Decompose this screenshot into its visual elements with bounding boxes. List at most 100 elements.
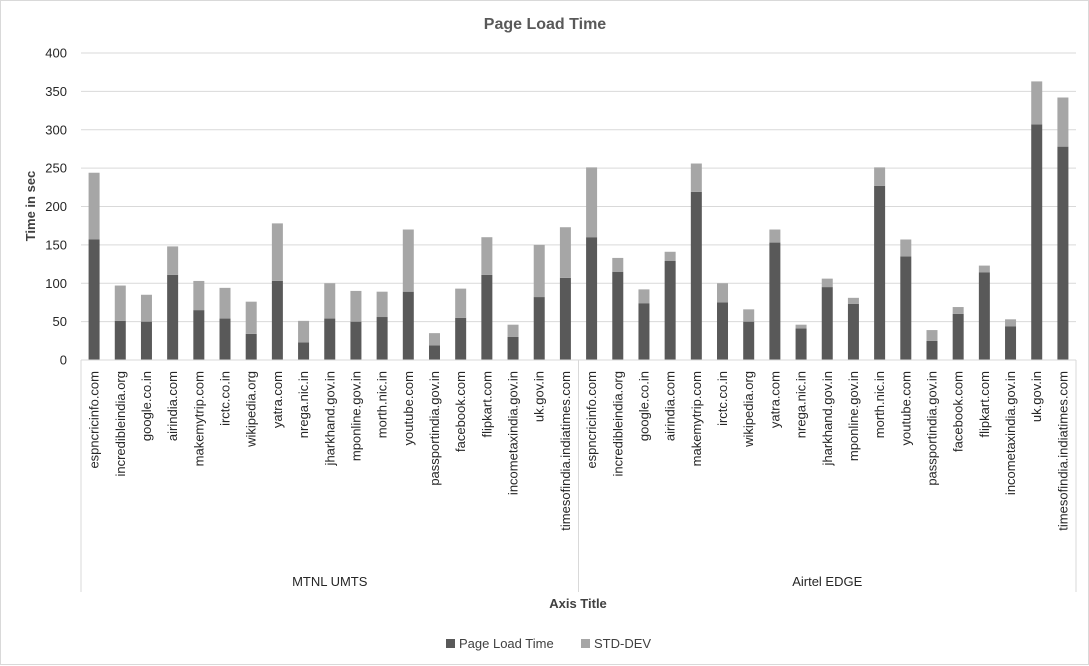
bar-std-dev: [167, 246, 179, 275]
x-tick-label: incredibleindia.org: [113, 371, 128, 477]
y-tick-label: 150: [45, 237, 67, 252]
x-tick-label: yatra.com: [270, 371, 285, 428]
x-axis: espncricinfo.com incredibleindia.org googl…: [80, 359, 1077, 592]
x-tick-label: wikipedia.org: [741, 371, 756, 448]
bar-std-dev: [507, 324, 519, 337]
x-tick-label: espncricinfo.com: [584, 371, 599, 469]
bar-page-load-time: [428, 345, 440, 360]
bar-page-load-time: [874, 185, 886, 360]
bar-std-dev: [1057, 97, 1069, 147]
x-tick-label: flipkart.com: [479, 371, 494, 437]
bar-std-dev: [559, 227, 571, 278]
bar-page-load-time: [795, 328, 807, 360]
bar-page-load-time: [821, 287, 833, 360]
x-tick-label: uk.gov.in: [532, 371, 547, 422]
bar-std-dev: [140, 294, 152, 322]
bar-std-dev: [874, 167, 886, 186]
x-tick-label: passportindia.gov.in: [427, 371, 442, 486]
y-tick-label: 250: [45, 161, 67, 176]
bar-std-dev: [638, 289, 650, 304]
bar-page-load-time: [507, 336, 519, 360]
bar-page-load-time: [1057, 146, 1069, 360]
bar-page-load-time: [1005, 326, 1017, 360]
y-axis-ticks: 0 50 100 150 200 250 300 350 400: [45, 46, 67, 368]
x-tick-label: wikipedia.org: [244, 371, 259, 448]
bar-std-dev: [978, 265, 990, 273]
legend-label: Page Load Time: [459, 636, 554, 651]
bar-std-dev: [612, 257, 624, 272]
x-tick-label: google.co.in: [139, 371, 154, 441]
x-tick-label: passportindia.gov.in: [924, 371, 939, 486]
y-tick-label: 0: [60, 353, 67, 368]
bar-std-dev: [769, 229, 781, 243]
y-tick-label: 350: [45, 84, 67, 99]
x-tick-label: nrega.nic.in: [296, 371, 311, 438]
bar-page-load-time: [481, 274, 493, 360]
bar-std-dev: [193, 280, 205, 311]
bar-std-dev: [690, 163, 702, 192]
bar-std-dev: [271, 223, 283, 281]
x-tick-label: morth.nic.in: [375, 371, 390, 438]
bar-page-load-time: [743, 321, 755, 361]
x-tick-label: mponline.gov.in: [846, 371, 861, 461]
bar-std-dev: [900, 239, 912, 257]
bar-std-dev: [1031, 81, 1043, 125]
bar-page-load-time: [586, 237, 598, 360]
x-tick-label: timesofindia.indiatimes.com: [558, 371, 573, 531]
group-label: Airtel EDGE: [792, 574, 862, 589]
bar-page-load-time: [638, 303, 650, 360]
bar-std-dev: [376, 291, 388, 318]
x-tick-label: incometaxindia.gov.in: [506, 371, 521, 495]
bar-std-dev: [219, 287, 231, 319]
bar-page-load-time: [1031, 124, 1043, 360]
bar-page-load-time: [402, 291, 414, 360]
bar-std-dev: [717, 283, 729, 303]
bar-page-load-time: [559, 277, 571, 360]
gridlines: [81, 52, 1076, 323]
bar-page-load-time: [193, 310, 205, 360]
bar-page-load-time: [952, 313, 964, 360]
y-tick-label: 200: [45, 199, 67, 214]
bar-std-dev: [428, 333, 440, 346]
x-tick-label: uk.gov.in: [1029, 371, 1044, 422]
x-tick-label: airindia.com: [663, 371, 678, 441]
x-tick-label: youtube.com: [401, 371, 416, 445]
bar-std-dev: [402, 229, 414, 292]
x-tick-label: espncricinfo.com: [87, 371, 102, 469]
bar-std-dev: [88, 172, 100, 240]
bar-page-load-time: [245, 333, 257, 360]
x-tick-label: incometaxindia.gov.in: [1003, 371, 1018, 495]
y-tick-label: 100: [45, 276, 67, 291]
x-tick-label: airindia.com: [165, 371, 180, 441]
bar-std-dev: [586, 167, 598, 238]
group-label: MTNL UMTS: [292, 574, 368, 589]
bar-std-dev: [743, 309, 755, 322]
x-tick-label: facebook.com: [453, 371, 468, 452]
x-tick-label: jharkhand.gov.in: [820, 371, 835, 466]
bar-page-load-time: [167, 274, 179, 360]
bar-page-load-time: [690, 191, 702, 360]
bar-std-dev: [847, 297, 859, 304]
y-axis-title: Time in sec: [23, 171, 38, 242]
legend-swatch: [446, 639, 455, 648]
bar-page-load-time: [900, 256, 912, 360]
x-tick-label: makemytrip.com: [191, 371, 206, 466]
bar-std-dev: [324, 283, 336, 319]
bar-std-dev: [455, 288, 467, 318]
bar-page-load-time: [350, 321, 362, 361]
bar-std-dev: [926, 330, 938, 341]
x-tick-label: google.co.in: [636, 371, 651, 441]
y-tick-label: 50: [53, 314, 67, 329]
bar-page-load-time: [88, 239, 100, 360]
bar-page-load-time: [847, 303, 859, 360]
legend-label: STD-DEV: [594, 636, 651, 651]
x-tick-label: jharkhand.gov.in: [322, 371, 337, 466]
x-tick-label: flipkart.com: [977, 371, 992, 437]
x-tick-label: makemytrip.com: [689, 371, 704, 466]
y-tick-label: 400: [45, 46, 67, 61]
x-tick-label: incredibleindia.org: [610, 371, 625, 477]
legend: Page Load Time STD-DEV: [446, 636, 651, 651]
x-tick-label: irctc.co.in: [715, 371, 730, 426]
